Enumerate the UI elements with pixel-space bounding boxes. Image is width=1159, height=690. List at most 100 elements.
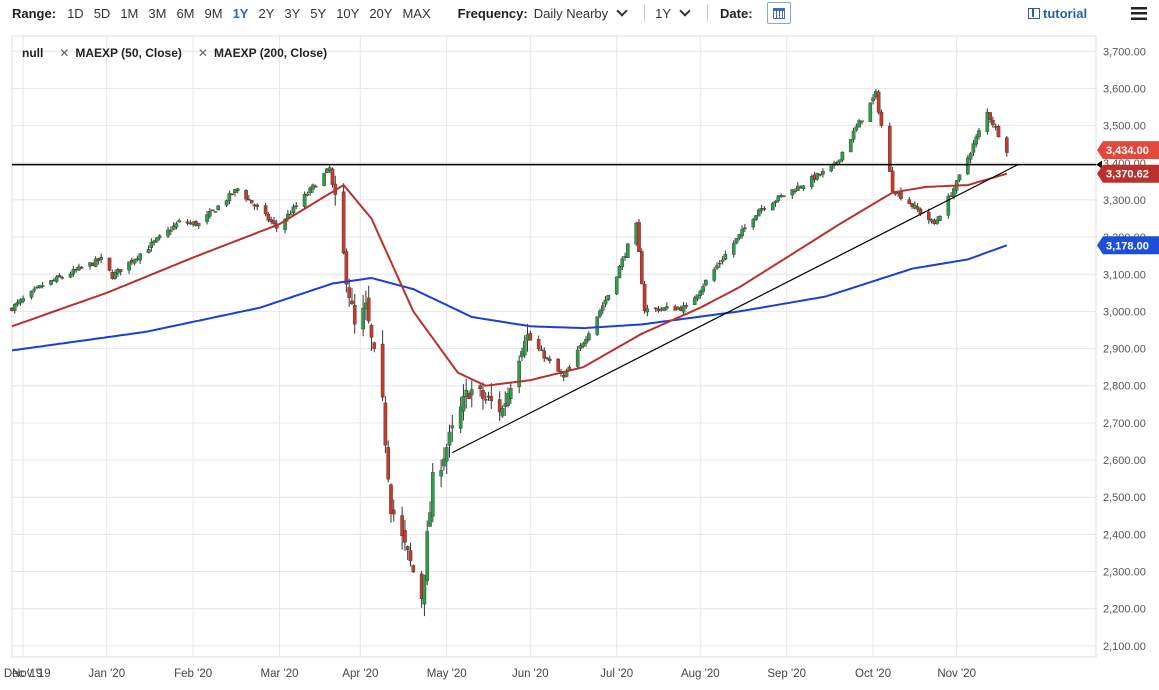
- candle-body: [352, 304, 357, 325]
- price-tag: 3,434.00: [1097, 141, 1159, 160]
- candle-body: [600, 305, 605, 311]
- candle: [637, 219, 641, 253]
- candle: [662, 307, 666, 312]
- period-dropdown[interactable]: 1Y: [655, 5, 697, 21]
- x-tick-label: Nov '20: [937, 668, 976, 680]
- price-tag-shape: [1097, 164, 1159, 183]
- candle-body: [556, 358, 560, 372]
- candle: [174, 221, 179, 230]
- level-arrow-marker: [1096, 160, 1102, 169]
- candle: [848, 138, 853, 153]
- candle-body: [620, 258, 625, 268]
- candle: [469, 380, 474, 408]
- candle-body: [155, 237, 159, 242]
- candle-body: [481, 389, 485, 399]
- range-button-2y[interactable]: 2Y: [258, 5, 275, 21]
- range-button-20y[interactable]: 20Y: [369, 5, 393, 21]
- candle: [230, 193, 234, 196]
- candle: [439, 459, 443, 488]
- candle-body: [330, 168, 335, 185]
- y-tick-label: 3,300.00: [1103, 195, 1146, 207]
- price-tag-label: 3,370.62: [1106, 169, 1149, 181]
- candle: [1005, 135, 1009, 157]
- candle: [478, 382, 482, 397]
- x-tick-label: Aug '20: [681, 668, 720, 680]
- candle-body: [801, 185, 806, 189]
- candle: [815, 172, 820, 181]
- range-button-6m[interactable]: 6M: [176, 5, 195, 21]
- candle-body: [665, 306, 669, 309]
- candle: [107, 257, 112, 272]
- candle-body: [578, 345, 583, 349]
- range-button-1m[interactable]: 1M: [120, 5, 139, 21]
- candle: [205, 210, 209, 225]
- candle: [185, 219, 190, 226]
- candle: [400, 506, 404, 550]
- candle-body: [341, 191, 346, 254]
- candle: [32, 286, 37, 293]
- candle-body: [692, 297, 697, 305]
- legend-item-ma200: ✕ MAEXP (200, Close): [198, 46, 327, 60]
- candle: [255, 203, 260, 211]
- candle: [684, 302, 689, 309]
- hamburger-menu-icon[interactable]: [1131, 7, 1147, 20]
- candle: [71, 265, 76, 277]
- tutorial-link[interactable]: tutorial: [1028, 6, 1087, 21]
- candle: [851, 127, 856, 143]
- y-tick-label: 3,100.00: [1103, 269, 1146, 281]
- candle-body: [174, 223, 179, 228]
- x-tick-label: Nov '19: [12, 668, 51, 680]
- candle: [403, 520, 407, 552]
- candle: [132, 258, 137, 266]
- range-button-max[interactable]: MAX: [402, 5, 431, 21]
- candle-body: [796, 185, 800, 192]
- candle-body: [996, 126, 1001, 138]
- candle-body: [957, 174, 962, 181]
- range-button-10y[interactable]: 10Y: [336, 5, 360, 21]
- range-button-3m[interactable]: 3M: [148, 5, 167, 21]
- range-button-9m[interactable]: 9M: [204, 5, 223, 21]
- candle-body: [146, 248, 151, 254]
- candle: [247, 195, 251, 201]
- candle: [996, 124, 1001, 138]
- candle: [645, 304, 650, 317]
- candle-body: [734, 238, 739, 244]
- candle-body: [210, 209, 215, 212]
- candle: [99, 253, 103, 264]
- candle: [692, 295, 697, 305]
- date-picker-button[interactable]: [766, 2, 791, 24]
- remove-icon[interactable]: ✕: [197, 46, 208, 60]
- candle: [408, 542, 413, 567]
- candle: [308, 186, 312, 196]
- candle: [575, 345, 580, 368]
- ma200-line: [11, 244, 1008, 352]
- candle-body: [715, 265, 719, 269]
- candle: [639, 248, 644, 285]
- candle-body: [196, 222, 201, 227]
- range-button-3y[interactable]: 3Y: [284, 5, 301, 21]
- calendar-icon: [772, 7, 785, 19]
- remove-icon[interactable]: ✕: [59, 46, 70, 60]
- candle-body: [428, 512, 432, 527]
- candle-body: [325, 168, 329, 173]
- candle-body: [291, 206, 296, 214]
- range-button-5d[interactable]: 5D: [93, 5, 111, 21]
- candle: [352, 293, 357, 334]
- candle-body: [255, 204, 260, 207]
- candle: [723, 250, 728, 261]
- range-button-1d[interactable]: 1D: [67, 5, 84, 21]
- candle: [715, 262, 719, 270]
- candle-body: [868, 102, 873, 122]
- frequency-dropdown[interactable]: Daily Nearby: [534, 5, 634, 21]
- candle: [762, 206, 767, 212]
- range-button-1y[interactable]: 1Y: [232, 5, 249, 21]
- candle: [720, 256, 725, 265]
- candle: [330, 167, 335, 188]
- candle: [389, 483, 393, 523]
- candle-body: [439, 470, 443, 477]
- candle-body: [851, 130, 856, 140]
- candle-body: [821, 170, 825, 175]
- candle-body: [848, 139, 853, 153]
- range-button-5y[interactable]: 5Y: [310, 5, 327, 21]
